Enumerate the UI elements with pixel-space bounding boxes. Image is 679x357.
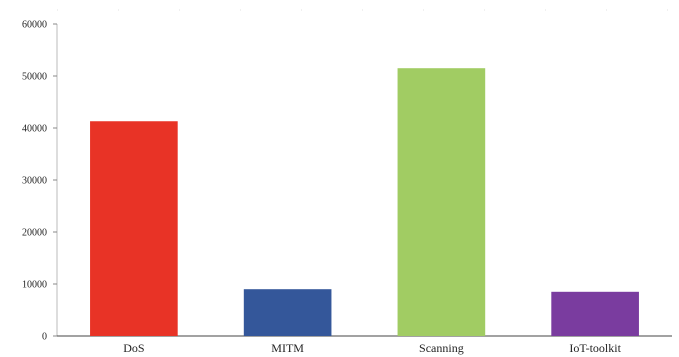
bar-dos xyxy=(90,121,178,337)
y-tick-label: 10000 xyxy=(22,280,47,291)
y-tick-label: 20000 xyxy=(22,228,47,239)
x-tick-label: MITM xyxy=(271,341,304,355)
x-tick-label: DoS xyxy=(123,341,144,355)
y-tick-label: 0 xyxy=(42,332,47,343)
y-tick-label: 30000 xyxy=(22,176,47,187)
y-tick-label: 40000 xyxy=(22,124,47,135)
y-tick-label: 60000 xyxy=(22,20,47,31)
x-tick-label: IoT-toolkit xyxy=(569,341,621,355)
y-tick-label: 50000 xyxy=(22,72,47,83)
bar-iot-toolkit xyxy=(551,291,639,336)
bars-group xyxy=(90,68,639,337)
bar-mitm xyxy=(243,289,332,336)
y-axis-ticks: 0 10000 20000 30000 40000 50000 60000 xyxy=(22,20,57,343)
bar-scanning xyxy=(397,68,486,336)
x-tick-label: Scanning xyxy=(419,341,464,355)
x-axis-labels: DoS MITM Scanning IoT-toolkit xyxy=(123,341,621,355)
